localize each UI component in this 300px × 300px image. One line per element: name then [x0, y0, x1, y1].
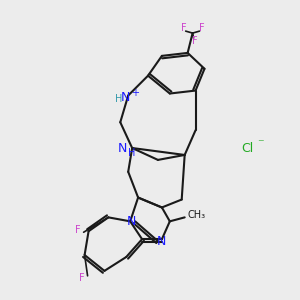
Text: F: F [75, 225, 80, 235]
Text: CH₃: CH₃ [188, 210, 206, 220]
Text: F: F [192, 36, 197, 46]
Text: N: N [121, 91, 130, 104]
Text: Cl: Cl [241, 142, 253, 154]
Text: F: F [79, 273, 85, 283]
Text: H: H [128, 148, 136, 158]
Text: N: N [127, 215, 136, 228]
Text: F: F [199, 23, 204, 33]
Text: N: N [118, 142, 127, 154]
Text: F: F [181, 23, 187, 33]
Text: +: + [131, 88, 139, 98]
Text: ⁻: ⁻ [258, 138, 264, 151]
Text: N: N [157, 235, 167, 248]
Text: H: H [115, 94, 122, 104]
